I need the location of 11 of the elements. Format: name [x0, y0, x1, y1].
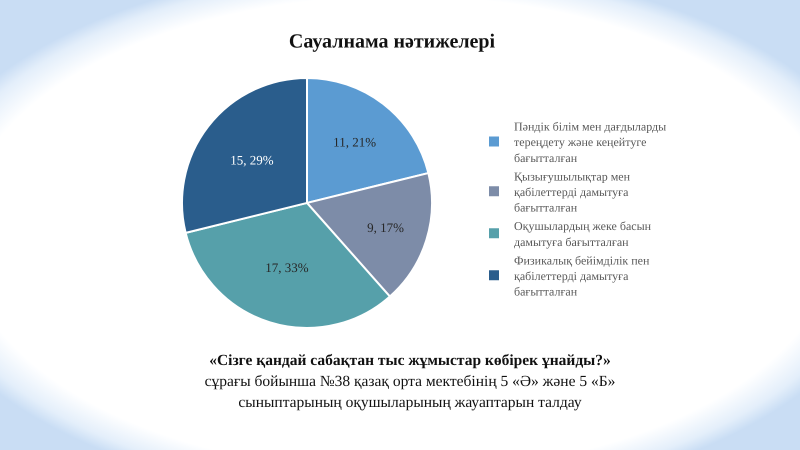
- legend-label: Пәндік білім мен дағдыларды тереңдету және кеңейтуге бағытталған: [514, 120, 666, 165]
- data-label: 11, 21%: [333, 134, 376, 150]
- chart-title: Сауалнама нәтижелері: [288, 30, 496, 52]
- data-label: 17, 33%: [265, 260, 309, 275]
- data-label: 9, 17%: [367, 220, 404, 235]
- legend-label: Оқушылардың жеке басын дамытуға бағытталған: [514, 219, 652, 249]
- data-label: 15, 29%: [230, 152, 274, 168]
- legend-label: Физикалық бейімділік пен қабілеттерді дамытуға бағытталған: [514, 253, 650, 299]
- text: сұрағы бойынша №38 қазақ орта мектебінің 5 «Ә» және 5 «Б» сыныптарының оқушыларының жауаптарын талдау: [204, 372, 616, 413]
- text: «Сізге қандай сабақтан тыс жұмыстар көбірек ұнайды?»: [208, 351, 612, 371]
- legend-label: Қызығушылықтар мен қабілеттерді дамытуға бағытталған: [514, 169, 631, 215]
